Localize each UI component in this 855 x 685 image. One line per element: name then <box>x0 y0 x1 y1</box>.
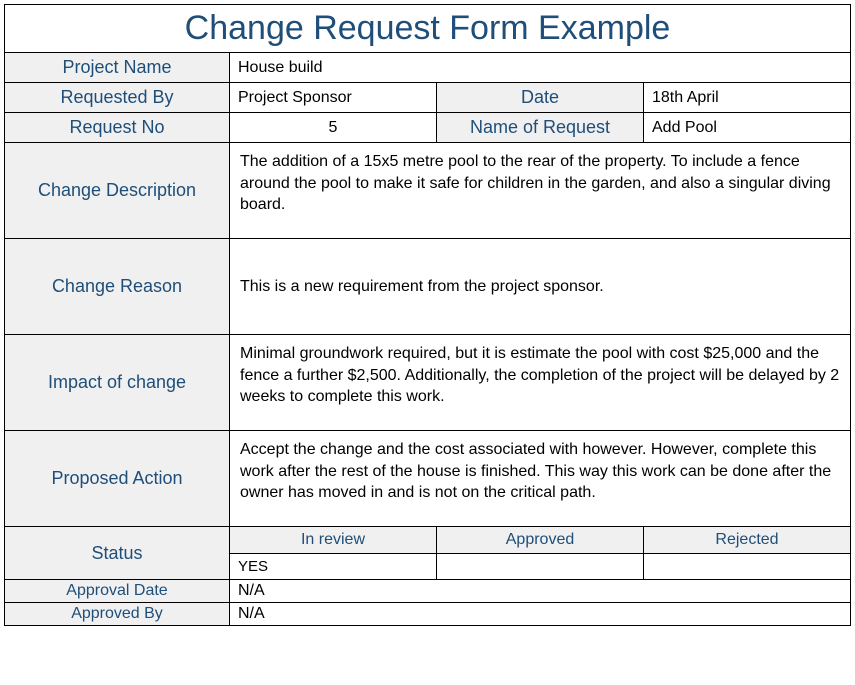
status-col-rejected: Rejected <box>644 527 851 554</box>
value-change-reason: This is a new requirement from the proje… <box>230 239 851 335</box>
value-impact-of-change: Minimal groundwork required, but it is e… <box>230 335 851 431</box>
label-change-description: Change Description <box>5 143 230 239</box>
value-date: 18th April <box>644 83 851 113</box>
label-date: Date <box>437 83 644 113</box>
status-val-in-review: YES <box>230 554 437 580</box>
value-approved-by: N/A <box>230 603 851 626</box>
label-name-of-request: Name of Request <box>437 113 644 143</box>
value-name-of-request: Add Pool <box>644 113 851 143</box>
label-status: Status <box>5 527 230 580</box>
label-approved-by: Approved By <box>5 603 230 626</box>
change-request-form: Change Request Form Example Project Name… <box>4 4 851 626</box>
value-approval-date: N/A <box>230 580 851 603</box>
label-request-no: Request No <box>5 113 230 143</box>
value-request-no: 5 <box>230 113 437 143</box>
label-project-name: Project Name <box>5 53 230 83</box>
status-col-approved: Approved <box>437 527 644 554</box>
value-requested-by: Project Sponsor <box>230 83 437 113</box>
status-val-approved <box>437 554 644 580</box>
label-approval-date: Approval Date <box>5 580 230 603</box>
form-title-cell: Change Request Form Example <box>5 5 851 53</box>
value-project-name: House build <box>230 53 851 83</box>
status-val-rejected <box>644 554 851 580</box>
label-requested-by: Requested By <box>5 83 230 113</box>
value-proposed-action: Accept the change and the cost associate… <box>230 431 851 527</box>
form-title: Change Request Form Example <box>185 9 671 47</box>
status-col-in-review: In review <box>230 527 437 554</box>
label-change-reason: Change Reason <box>5 239 230 335</box>
value-change-description: The addition of a 15x5 metre pool to the… <box>230 143 851 239</box>
label-impact-of-change: Impact of change <box>5 335 230 431</box>
label-proposed-action: Proposed Action <box>5 431 230 527</box>
